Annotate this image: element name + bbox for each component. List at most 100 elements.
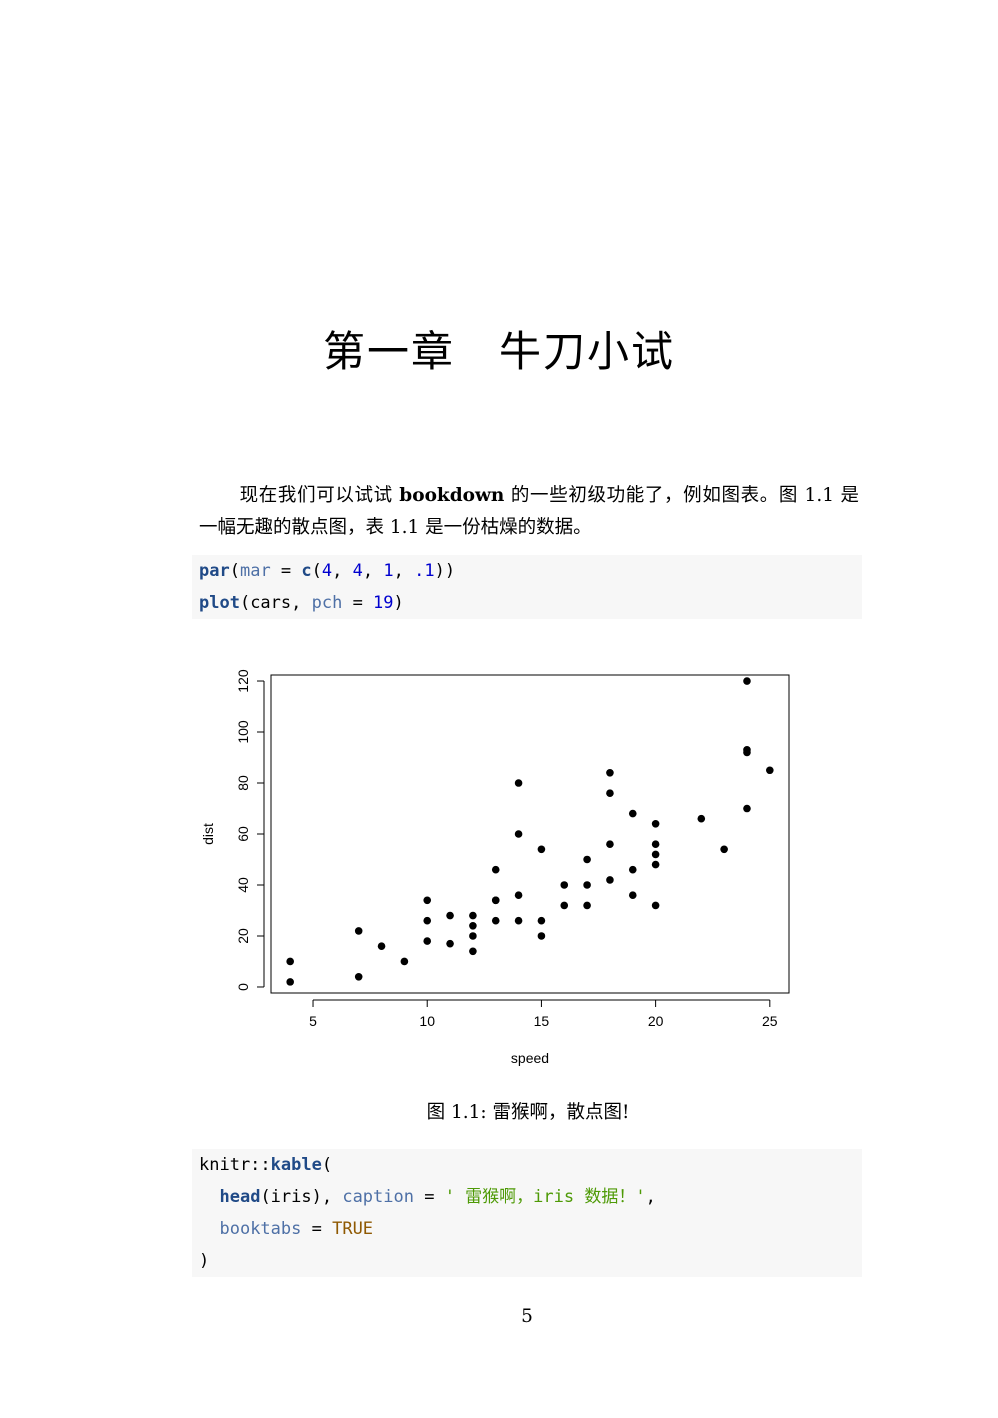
data-point [743,677,751,685]
chapter-name: 牛刀小试 [499,327,676,376]
data-point [606,789,614,798]
code-token: knitr:: [199,1155,271,1175]
code-line: par(mar = c(4, 4, 1, .1)) [199,555,862,587]
code-line: knitr::kable( [199,1149,862,1181]
y-tick-label: 80 [235,775,251,791]
code-line: plot(cars, pch = 19) [199,587,862,619]
plot-frame [270,674,790,994]
x-axis: 5 10 15 20 25 [309,999,778,1029]
code-fn: par [199,561,230,581]
paragraph-text-2: 的一些初级功能了，例如图表。图 1.1 是一幅无趣的散点图，表 1.1 是一份枯… [199,485,859,538]
data-point [537,845,546,854]
code-token: = [413,1187,445,1207]
code-token: = [342,593,374,613]
x-axis-label: speed [511,1050,549,1066]
data-point [377,942,386,950]
code-number: 19 [373,593,394,613]
code-number: 4 [352,561,363,581]
y-tick-label: 0 [235,983,251,991]
code-token: = [301,1219,333,1239]
code-token: , [645,1187,656,1207]
y-tick-label: 100 [235,720,251,744]
code-token: , [362,561,384,581]
data-point [651,840,660,848]
code-line: ) [199,1245,862,1277]
data-point [537,932,546,940]
data-point [514,779,523,787]
data-point [354,927,363,935]
data-point [537,916,546,925]
data-point [651,860,660,869]
code-arg: caption [342,1187,414,1207]
code-number: 1 [383,561,394,581]
y-tick-label: 60 [235,826,251,842]
code-arg: booktabs [219,1219,302,1239]
data-point [423,896,432,905]
code-token: , [393,561,415,581]
data-point [491,916,500,925]
data-point [469,921,477,930]
data-point [400,957,409,966]
figure-caption: 图 1.1: 雷猴啊，散点图! [426,1102,630,1123]
data-point [583,901,591,910]
code-string: ' 雷猴啊，iris 数据！' [444,1187,646,1207]
paragraph-text-1: 现在我们可以试试 [239,485,400,506]
data-point [651,901,660,910]
code-token [199,1187,219,1207]
code-number: .1 [414,561,435,581]
chapter-title: 第一章 牛刀小试 [0,318,998,379]
code-token: ) [393,593,404,613]
code-fn: plot [199,593,240,613]
code-token: ( [321,1155,333,1175]
data-point [354,972,363,981]
x-tick-label: 5 [309,1013,317,1029]
data-point [514,891,523,899]
code-fn: kable [270,1155,322,1175]
y-tick-label: 20 [235,928,251,944]
paragraph-bold-bookdown: bookdown [399,485,505,506]
code-arg: pch [311,593,343,613]
data-point [743,804,751,813]
data-point [560,901,569,910]
data-point [628,891,637,899]
data-point [286,957,294,966]
code-number: 4 [321,561,333,581]
data-point [697,814,706,823]
code-token: (iris), [260,1187,343,1207]
code-token [199,1219,219,1239]
code-fn: head [219,1187,261,1207]
code-token: ( [229,561,240,581]
scatter-plot: 5 10 15 20 25 0 20 40 60 80 100 120 speed dist [200,669,790,1066]
data-point [469,911,477,920]
data-point [423,916,432,925]
data-point [628,809,637,818]
code-block-plot: par(mar = c(4, 4, 1, .1)) plot(cars, pch … [192,555,862,619]
data-point [651,850,660,859]
y-tick-label: 120 [235,669,251,693]
code-line: booktabs = TRUE [199,1213,862,1245]
code-fn: c [301,561,312,581]
data-point [606,769,614,777]
data-point [446,939,454,948]
data-point [651,820,660,828]
data-point [423,937,432,945]
data-point [514,916,523,925]
data-point [606,876,614,884]
code-keyword: TRUE [332,1219,374,1239]
data-point [743,746,751,754]
data-point [583,855,591,864]
data-point [491,865,500,874]
code-block-kable: knitr::kable( head(iris), caption = ' 雷猴… [192,1149,862,1277]
data-point [720,845,728,854]
code-token: )) [434,561,456,581]
data-points [286,677,774,986]
x-tick-label: 25 [762,1013,778,1029]
code-token: = [270,561,302,581]
code-arg: mar [239,561,271,581]
data-point [766,766,774,775]
x-tick-label: 15 [534,1013,550,1029]
y-axis: 0 20 40 60 80 100 120 [235,669,265,991]
page-number: 5 [521,1306,533,1327]
x-tick-label: 10 [419,1013,435,1029]
data-point [560,881,569,889]
